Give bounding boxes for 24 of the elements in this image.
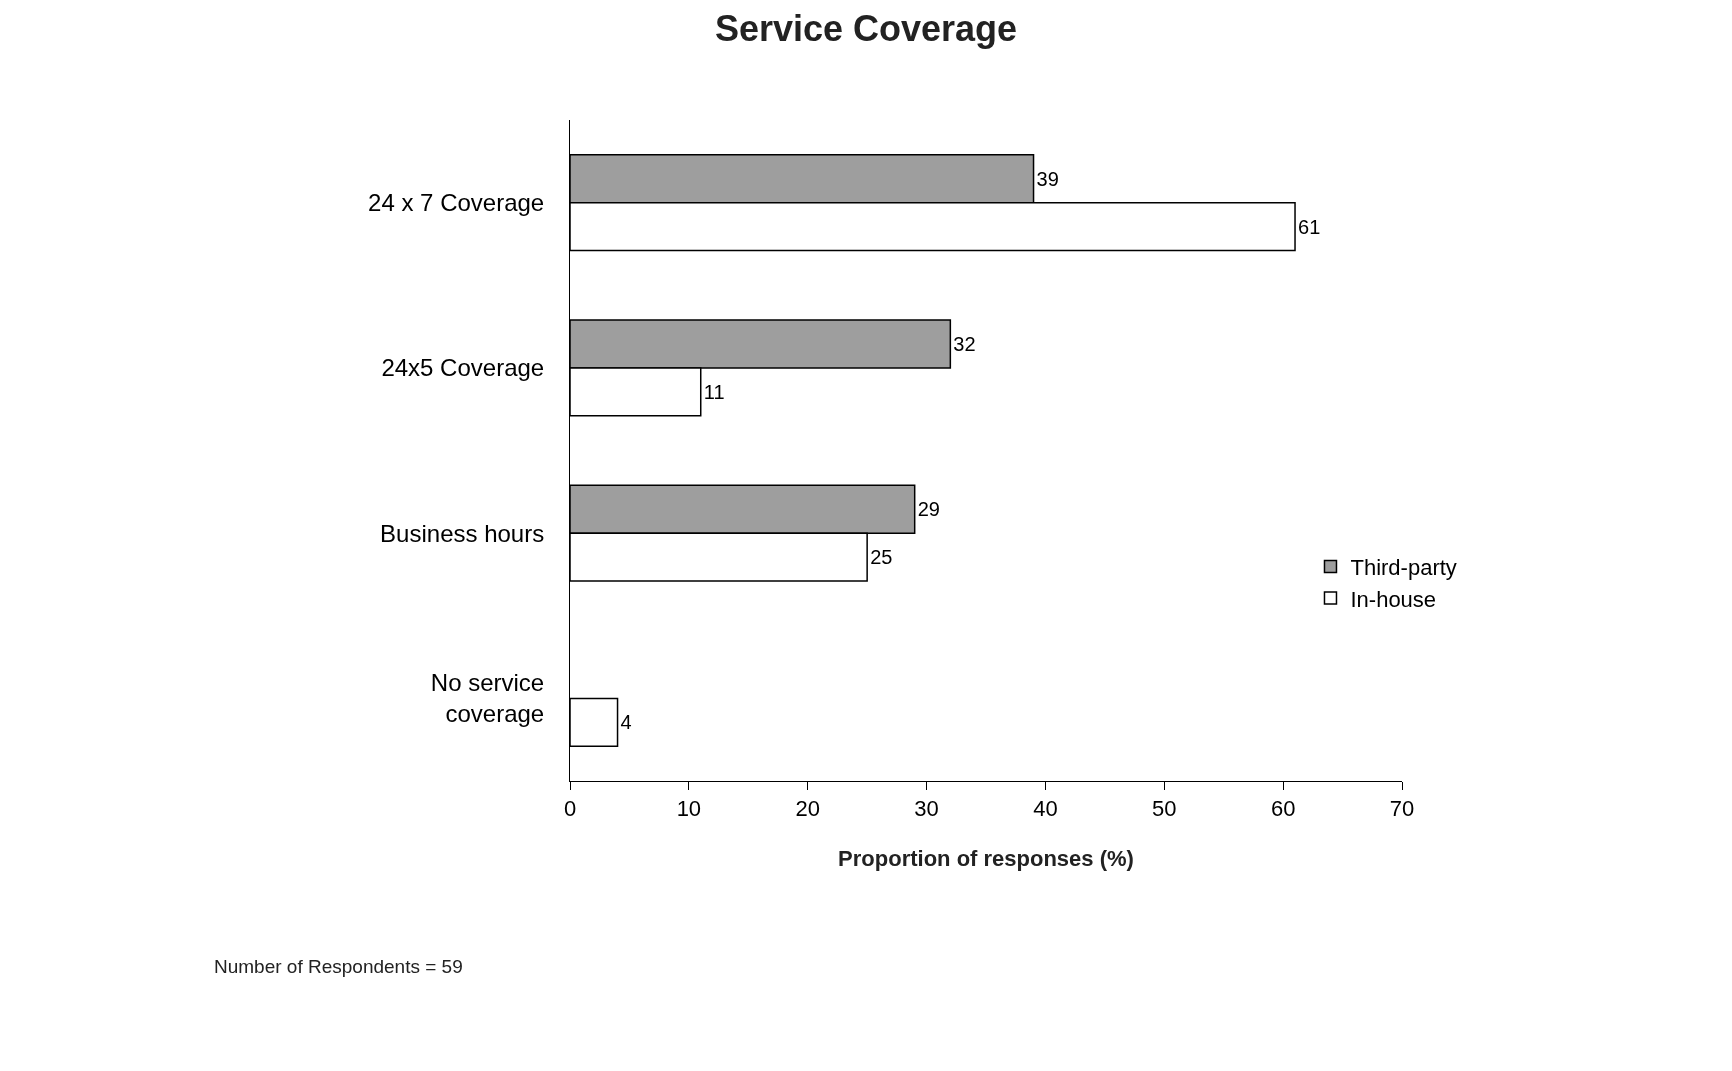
data-label: 61	[1298, 215, 1321, 238]
data-label: 11	[703, 380, 725, 403]
y-tick-label: 24 x 7 Coverage	[368, 189, 545, 217]
data-label: 4	[620, 711, 632, 734]
x-tick-label: 40	[1033, 796, 1058, 822]
legend-label: In-house	[1350, 586, 1437, 612]
data-label: 32	[953, 332, 976, 355]
x-tick-label: 70	[1389, 796, 1415, 822]
y-tick-label: 24x5 Coverage	[381, 354, 545, 382]
x-tick-label: 0	[563, 796, 577, 822]
legend-label: Third-party	[1350, 555, 1457, 581]
x-tick-label: 30	[914, 796, 939, 822]
y-tick-label: Business hours	[380, 519, 545, 547]
text: Number of Respondents = 59	[214, 956, 463, 977]
chart-title: Service Coverage	[714, 8, 1018, 50]
data-label: 25	[870, 546, 893, 569]
data-label: 29	[917, 498, 940, 521]
x-axis-title: Proportion of responses (%)	[838, 846, 1134, 872]
x-tick-label: 20	[795, 796, 820, 822]
data-label: 39	[1036, 167, 1059, 190]
x-tick-label: 60	[1270, 796, 1296, 822]
x-tick-label: 50	[1152, 796, 1177, 822]
x-tick-label: 10	[676, 796, 702, 822]
y-tick-label: No service coverage	[430, 669, 545, 728]
